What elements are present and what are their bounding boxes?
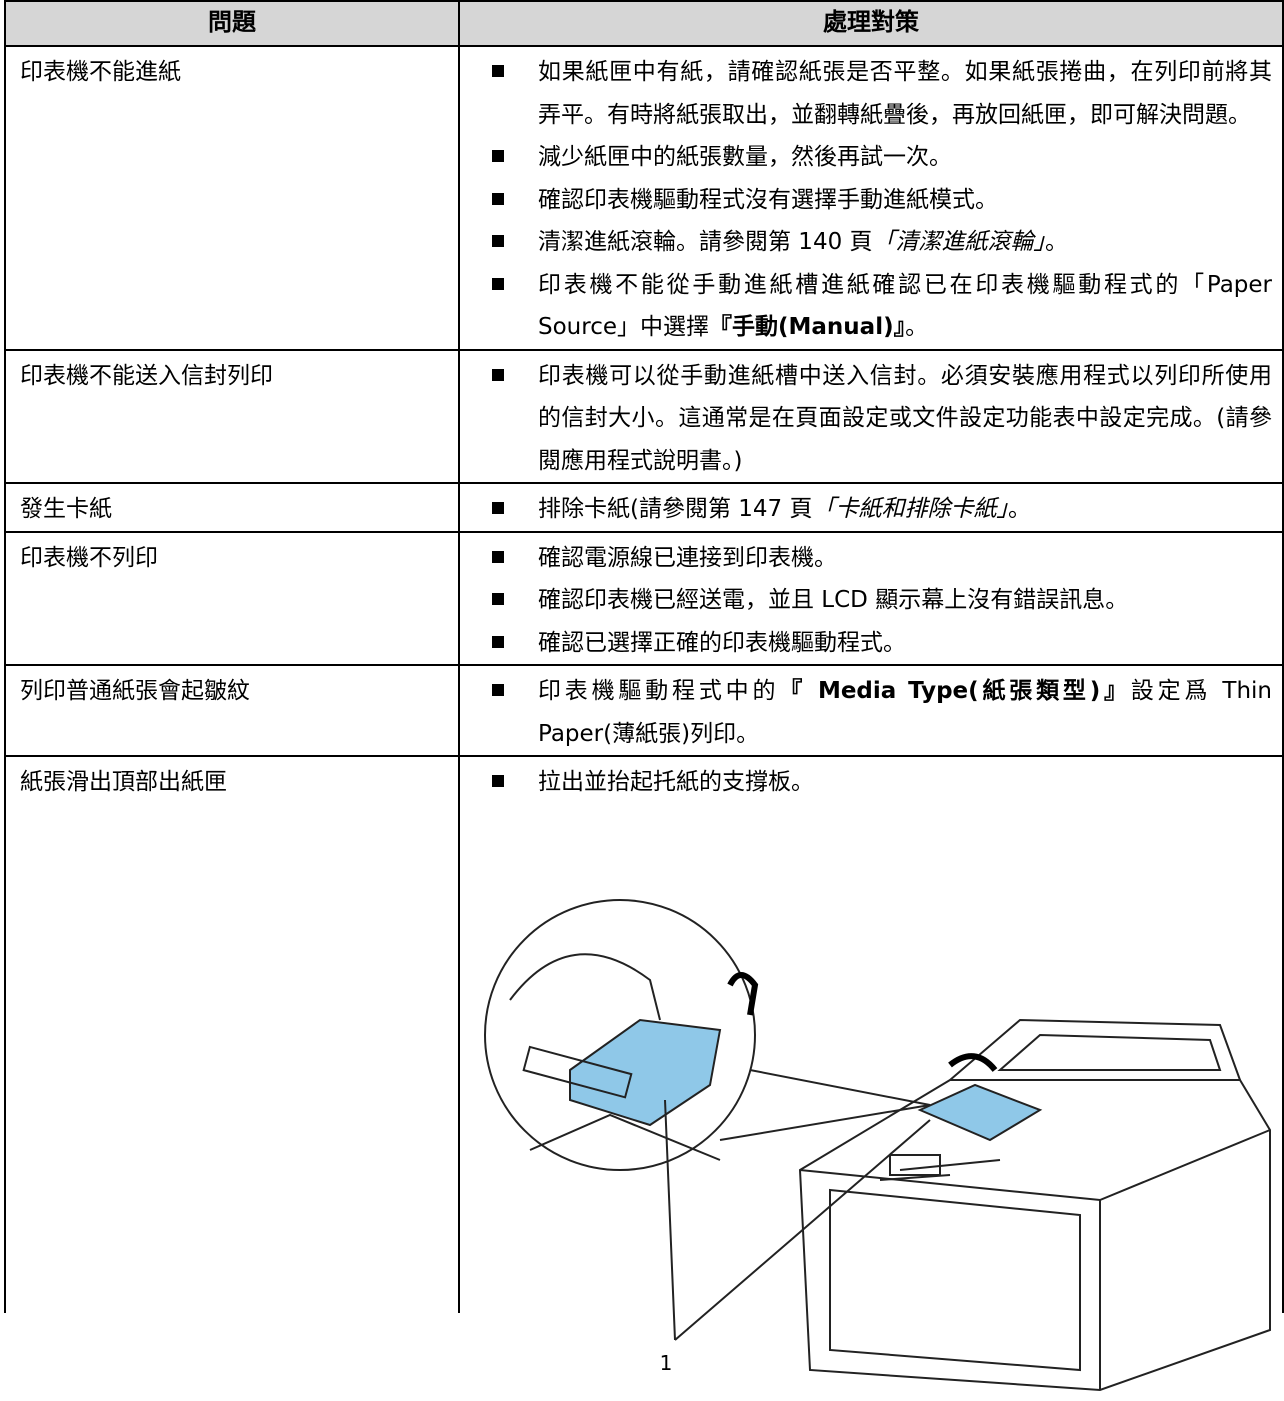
solution-cell: 印表機可以從手動進紙槽中送入信封。必須安裝應用程式以列印所使用的信封大小。這通常… (458, 348, 1284, 484)
table-row: 印表機不能送入信封列印 印表機可以從手動進紙槽中送入信封。必須安裝應用程式以列印所… (4, 348, 1284, 484)
solution-item: 確認印表機已經送電，並且 LCD 顯示幕上沒有錯誤訊息。 (460, 579, 1272, 622)
italic-run: 「卡紙和排除卡紙」 (812, 496, 1009, 522)
solution-cell: 印表機驅動程式中的『 Media Type(紙張類型)』設定爲 Thin Pap… (458, 664, 1284, 757)
text-run: 。 (1045, 229, 1069, 255)
problem-cell: 印表機不能進紙 (4, 45, 460, 351)
text-run: 拉出並抬起托紙的支撐板。 (538, 769, 814, 795)
table-row: 印表機不列印 確認電源線已連接到印表機。 確認印表機已經送電，並且 LCD 顯示幕上… (4, 530, 1284, 666)
solution-cell: 如果紙匣中有紙，請確認紙張是否平整。如果紙張捲曲，在列印前將其弄平。有時將紙張取… (458, 45, 1284, 351)
solution-item: 拉出並抬起托紙的支撐板。 (460, 761, 1272, 804)
text-run: 確認電源線已連接到印表機。 (538, 544, 837, 571)
header-cell: 處理對策 (458, 0, 1284, 47)
bold-run: 『 Media Type(紙張類型)』 (779, 678, 1131, 704)
header-row: 問題 處理對策 (4, 0, 1284, 47)
solution-item: 清潔進紙滾輪。請參閱第 140 頁「清潔進紙滾輪」。 (460, 221, 1272, 264)
solution-item: 印表機不能從手動進紙槽進紙確認已在印表機驅動程式的「Paper Source」中… (460, 264, 1272, 349)
problem-cell: 紙張滑出頂部出紙匣 (4, 755, 460, 1313)
printer-illustration: 1 (484, 899, 1271, 1392)
table-row: 印表機不能進紙 如果紙匣中有紙，請確認紙張是否平整。如果紙張捲曲，在列印前將其弄平… (4, 45, 1284, 351)
solution-item: 確認已選擇正確的印表機驅動程式。 (460, 622, 1272, 665)
solution-item: 印表機驅動程式中的『 Media Type(紙張類型)』設定爲 Thin Pap… (460, 670, 1272, 755)
solution-list: 印表機驅動程式中的『 Media Type(紙張類型)』設定爲 Thin Pap… (460, 666, 1282, 755)
solution-item: 確認電源線已連接到印表機。 (460, 537, 1272, 580)
solution-item: 減少紙匣中的紙張數量，然後再試一次。 (460, 136, 1272, 179)
text-run: 。 (1008, 496, 1031, 522)
bold-run: 『手動(Manual)』 (709, 314, 906, 340)
solution-cell: 排除卡紙(請參閱第 147 頁「卡紙和排除卡紙」。 (458, 482, 1284, 533)
problem-cell: 列印普通紙張會起皺紋 (4, 664, 460, 757)
text-run: 印表機可以從手動進紙槽中送入信封。必須安裝應用程式以列印所使用的信封大小。這通常… (538, 362, 1272, 474)
solution-item: 印表機可以從手動進紙槽中送入信封。必須安裝應用程式以列印所使用的信封大小。這通常… (460, 355, 1272, 483)
text-run: 清潔進紙滾輪。請參閱第 140 頁 (538, 229, 873, 255)
solution-list: 排除卡紙(請參閱第 147 頁「卡紙和排除卡紙」。 (460, 484, 1282, 531)
text-run: 印表機驅動程式中的 (538, 678, 780, 704)
problem-cell: 印表機不能送入信封列印 (4, 348, 460, 484)
solution-cell: 確認電源線已連接到印表機。確認印表機已經送電，並且 LCD 顯示幕上沒有錯誤訊息… (458, 530, 1284, 666)
text-run: 排除卡紙(請參閱第 147 頁 (538, 496, 813, 522)
table-row: 列印普通紙張會起皺紋 印表機驅動程式中的『 Media Type(紙張類型)』設定… (4, 664, 1284, 757)
text-run: 。 (905, 314, 929, 340)
text-run: 確認印表機已經送電，並且 LCD 顯示幕上沒有錯誤訊息。 (538, 587, 1129, 613)
solution-list: 確認電源線已連接到印表機。確認印表機已經送電，並且 LCD 顯示幕上沒有錯誤訊息… (460, 533, 1282, 665)
text-run: 如果紙匣中有紙，請確認紙張是否平整。如果紙張捲曲，在列印前將其弄平。有時將紙張取… (538, 59, 1272, 128)
solution-list: 印表機可以從手動進紙槽中送入信封。必須安裝應用程式以列印所使用的信封大小。這通常… (460, 351, 1282, 483)
table-row: 發生卡紙 排除卡紙(請參閱第 147 頁「卡紙和排除卡紙」。 (4, 482, 1284, 533)
text-run: 設定爲 Thin Paper(薄紙張)列印。 (538, 678, 1272, 747)
problem-cell: 印表機不列印 (4, 530, 460, 666)
text-run: 印表機不能從手動進紙槽進紙確認已在印表機驅動程式的「Paper Source」中… (538, 271, 1272, 341)
text-run: 確認已選擇正確的印表機驅動程式。 (538, 629, 906, 656)
callout-label: 1 (660, 1351, 673, 1375)
italic-run: 「清潔進紙滾輪」 (872, 229, 1046, 255)
solution-item: 如果紙匣中有紙，請確認紙張是否平整。如果紙張捲曲，在列印前將其弄平。有時將紙張取… (460, 51, 1272, 136)
solution-item: 確認印表機驅動程式沒有選擇手動進紙模式。 (460, 179, 1272, 222)
text-run: 確認印表機驅動程式沒有選擇手動進紙模式。 (538, 186, 998, 213)
solution-item: 排除卡紙(請參閱第 147 頁「卡紙和排除卡紙」。 (460, 488, 1272, 531)
header-cell: 問題 (4, 0, 460, 47)
text-run: 減少紙匣中的紙張數量，然後再試一次。 (538, 144, 952, 170)
solution-list: 拉出並抬起托紙的支撐板。 (460, 757, 1282, 804)
solution-list: 如果紙匣中有紙，請確認紙張是否平整。如果紙張捲曲，在列印前將其弄平。有時將紙張取… (460, 47, 1282, 349)
problem-cell: 發生卡紙 (4, 482, 460, 533)
